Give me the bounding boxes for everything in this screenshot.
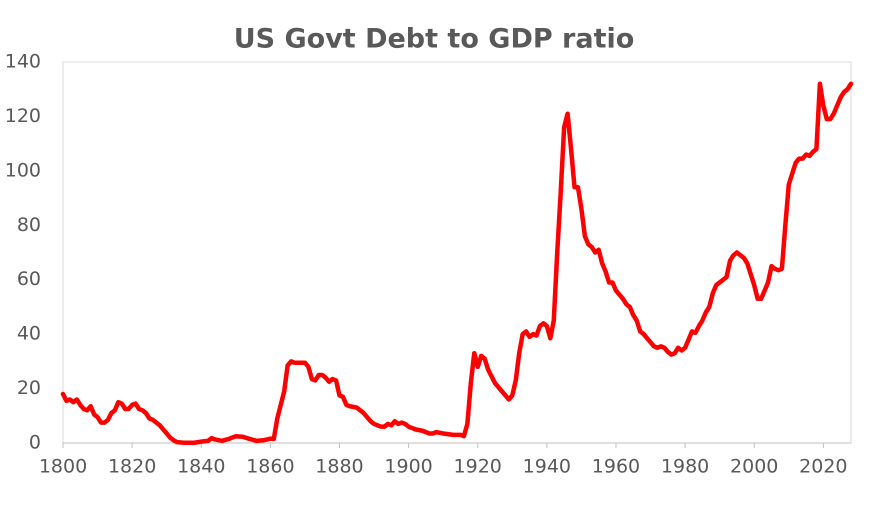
y-tick-label: 120 <box>5 105 41 127</box>
x-tick-label: 1860 <box>246 456 294 478</box>
x-tick-label: 1980 <box>661 456 709 478</box>
chart-title: US Govt Debt to GDP ratio <box>234 24 635 55</box>
y-tick-label: 140 <box>5 51 41 73</box>
x-tick-label: 1960 <box>592 456 640 478</box>
x-tick-label: 1840 <box>177 456 225 478</box>
y-tick-label: 80 <box>17 214 41 236</box>
x-tick-label: 1900 <box>384 456 432 478</box>
y-tick-label: 40 <box>17 323 41 345</box>
data-line <box>60 81 854 445</box>
x-tick-label: 1920 <box>454 456 502 478</box>
x-tick-label: 1940 <box>523 456 571 478</box>
x-tick-label: 2020 <box>799 456 847 478</box>
y-tick-label: 0 <box>29 432 41 454</box>
y-tick-label: 100 <box>5 159 41 181</box>
y-tick-label: 20 <box>17 377 41 399</box>
x-tick-label: 1800 <box>39 456 87 478</box>
x-tick-label: 2000 <box>730 456 778 478</box>
y-tick-label: 60 <box>17 268 41 290</box>
x-tick-label: 1880 <box>315 456 363 478</box>
x-tick-label: 1820 <box>108 456 156 478</box>
plot-frame <box>62 61 852 444</box>
